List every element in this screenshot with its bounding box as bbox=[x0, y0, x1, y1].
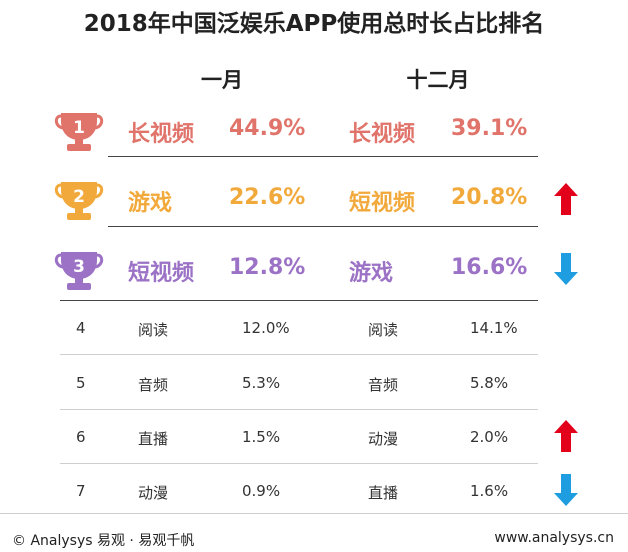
trophy-rank-number: 1 bbox=[73, 118, 85, 138]
dec-value: 14.1% bbox=[470, 319, 518, 337]
jan-category: 直播 bbox=[138, 430, 169, 448]
row-divider bbox=[60, 463, 538, 464]
arrow-down-icon bbox=[553, 252, 579, 286]
rank-number: 4 bbox=[76, 319, 86, 337]
dec-value: 1.6% bbox=[470, 482, 509, 500]
jan-category: 游戏 bbox=[128, 191, 173, 216]
footer-copyright: © Analysys 易观 · 易观千帆 bbox=[12, 533, 195, 549]
dec-value: 5.8% bbox=[470, 374, 509, 392]
arrow-up-icon bbox=[553, 182, 579, 216]
dec-value: 20.8% bbox=[451, 185, 528, 210]
rank-number: 7 bbox=[76, 482, 86, 500]
dec-value: 16.6% bbox=[451, 255, 528, 280]
arrow-up-icon bbox=[553, 419, 579, 453]
jan-value: 44.9% bbox=[229, 116, 306, 141]
jan-value: 0.9% bbox=[242, 482, 281, 500]
jan-value: 12.0% bbox=[242, 319, 290, 337]
dec-category: 游戏 bbox=[349, 261, 394, 286]
jan-value: 12.8% bbox=[229, 255, 306, 280]
jan-value: 5.3% bbox=[242, 374, 281, 392]
trophy-rank-number: 2 bbox=[73, 187, 85, 207]
trophy-rank-number: 3 bbox=[73, 257, 85, 277]
rank-number: 5 bbox=[76, 374, 86, 392]
dec-value: 39.1% bbox=[451, 116, 528, 141]
jan-category: 阅读 bbox=[138, 321, 169, 339]
row-divider bbox=[108, 156, 538, 157]
jan-category: 动漫 bbox=[138, 484, 169, 502]
footer-url: www.analysys.cn bbox=[494, 530, 614, 546]
dec-category: 阅读 bbox=[368, 321, 399, 339]
trophy-icon: 3 bbox=[54, 246, 104, 292]
dec-category: 短视频 bbox=[349, 191, 416, 216]
jan-category: 音频 bbox=[138, 376, 169, 394]
jan-category: 短视频 bbox=[128, 261, 195, 286]
chart-title: 2018年中国泛娱乐APP使用总时长占比排名 bbox=[83, 11, 545, 37]
dec-category: 长视频 bbox=[349, 122, 416, 147]
jan-value: 1.5% bbox=[242, 428, 281, 446]
column-header-jan: 一月 bbox=[201, 68, 243, 92]
jan-category: 长视频 bbox=[128, 122, 195, 147]
row-divider bbox=[60, 300, 538, 301]
arrow-down-icon bbox=[553, 473, 579, 507]
row-divider bbox=[108, 226, 538, 227]
jan-value: 22.6% bbox=[229, 185, 306, 210]
dec-category: 动漫 bbox=[368, 430, 399, 448]
trophy-icon: 2 bbox=[54, 176, 104, 222]
row-divider bbox=[0, 513, 628, 514]
trophy-icon: 1 bbox=[54, 107, 104, 153]
dec-value: 2.0% bbox=[470, 428, 509, 446]
column-header-dec: 十二月 bbox=[406, 68, 470, 92]
rank-number: 6 bbox=[76, 428, 86, 446]
dec-category: 直播 bbox=[368, 484, 399, 502]
row-divider bbox=[60, 409, 538, 410]
dec-category: 音频 bbox=[368, 376, 399, 394]
row-divider bbox=[60, 354, 538, 355]
